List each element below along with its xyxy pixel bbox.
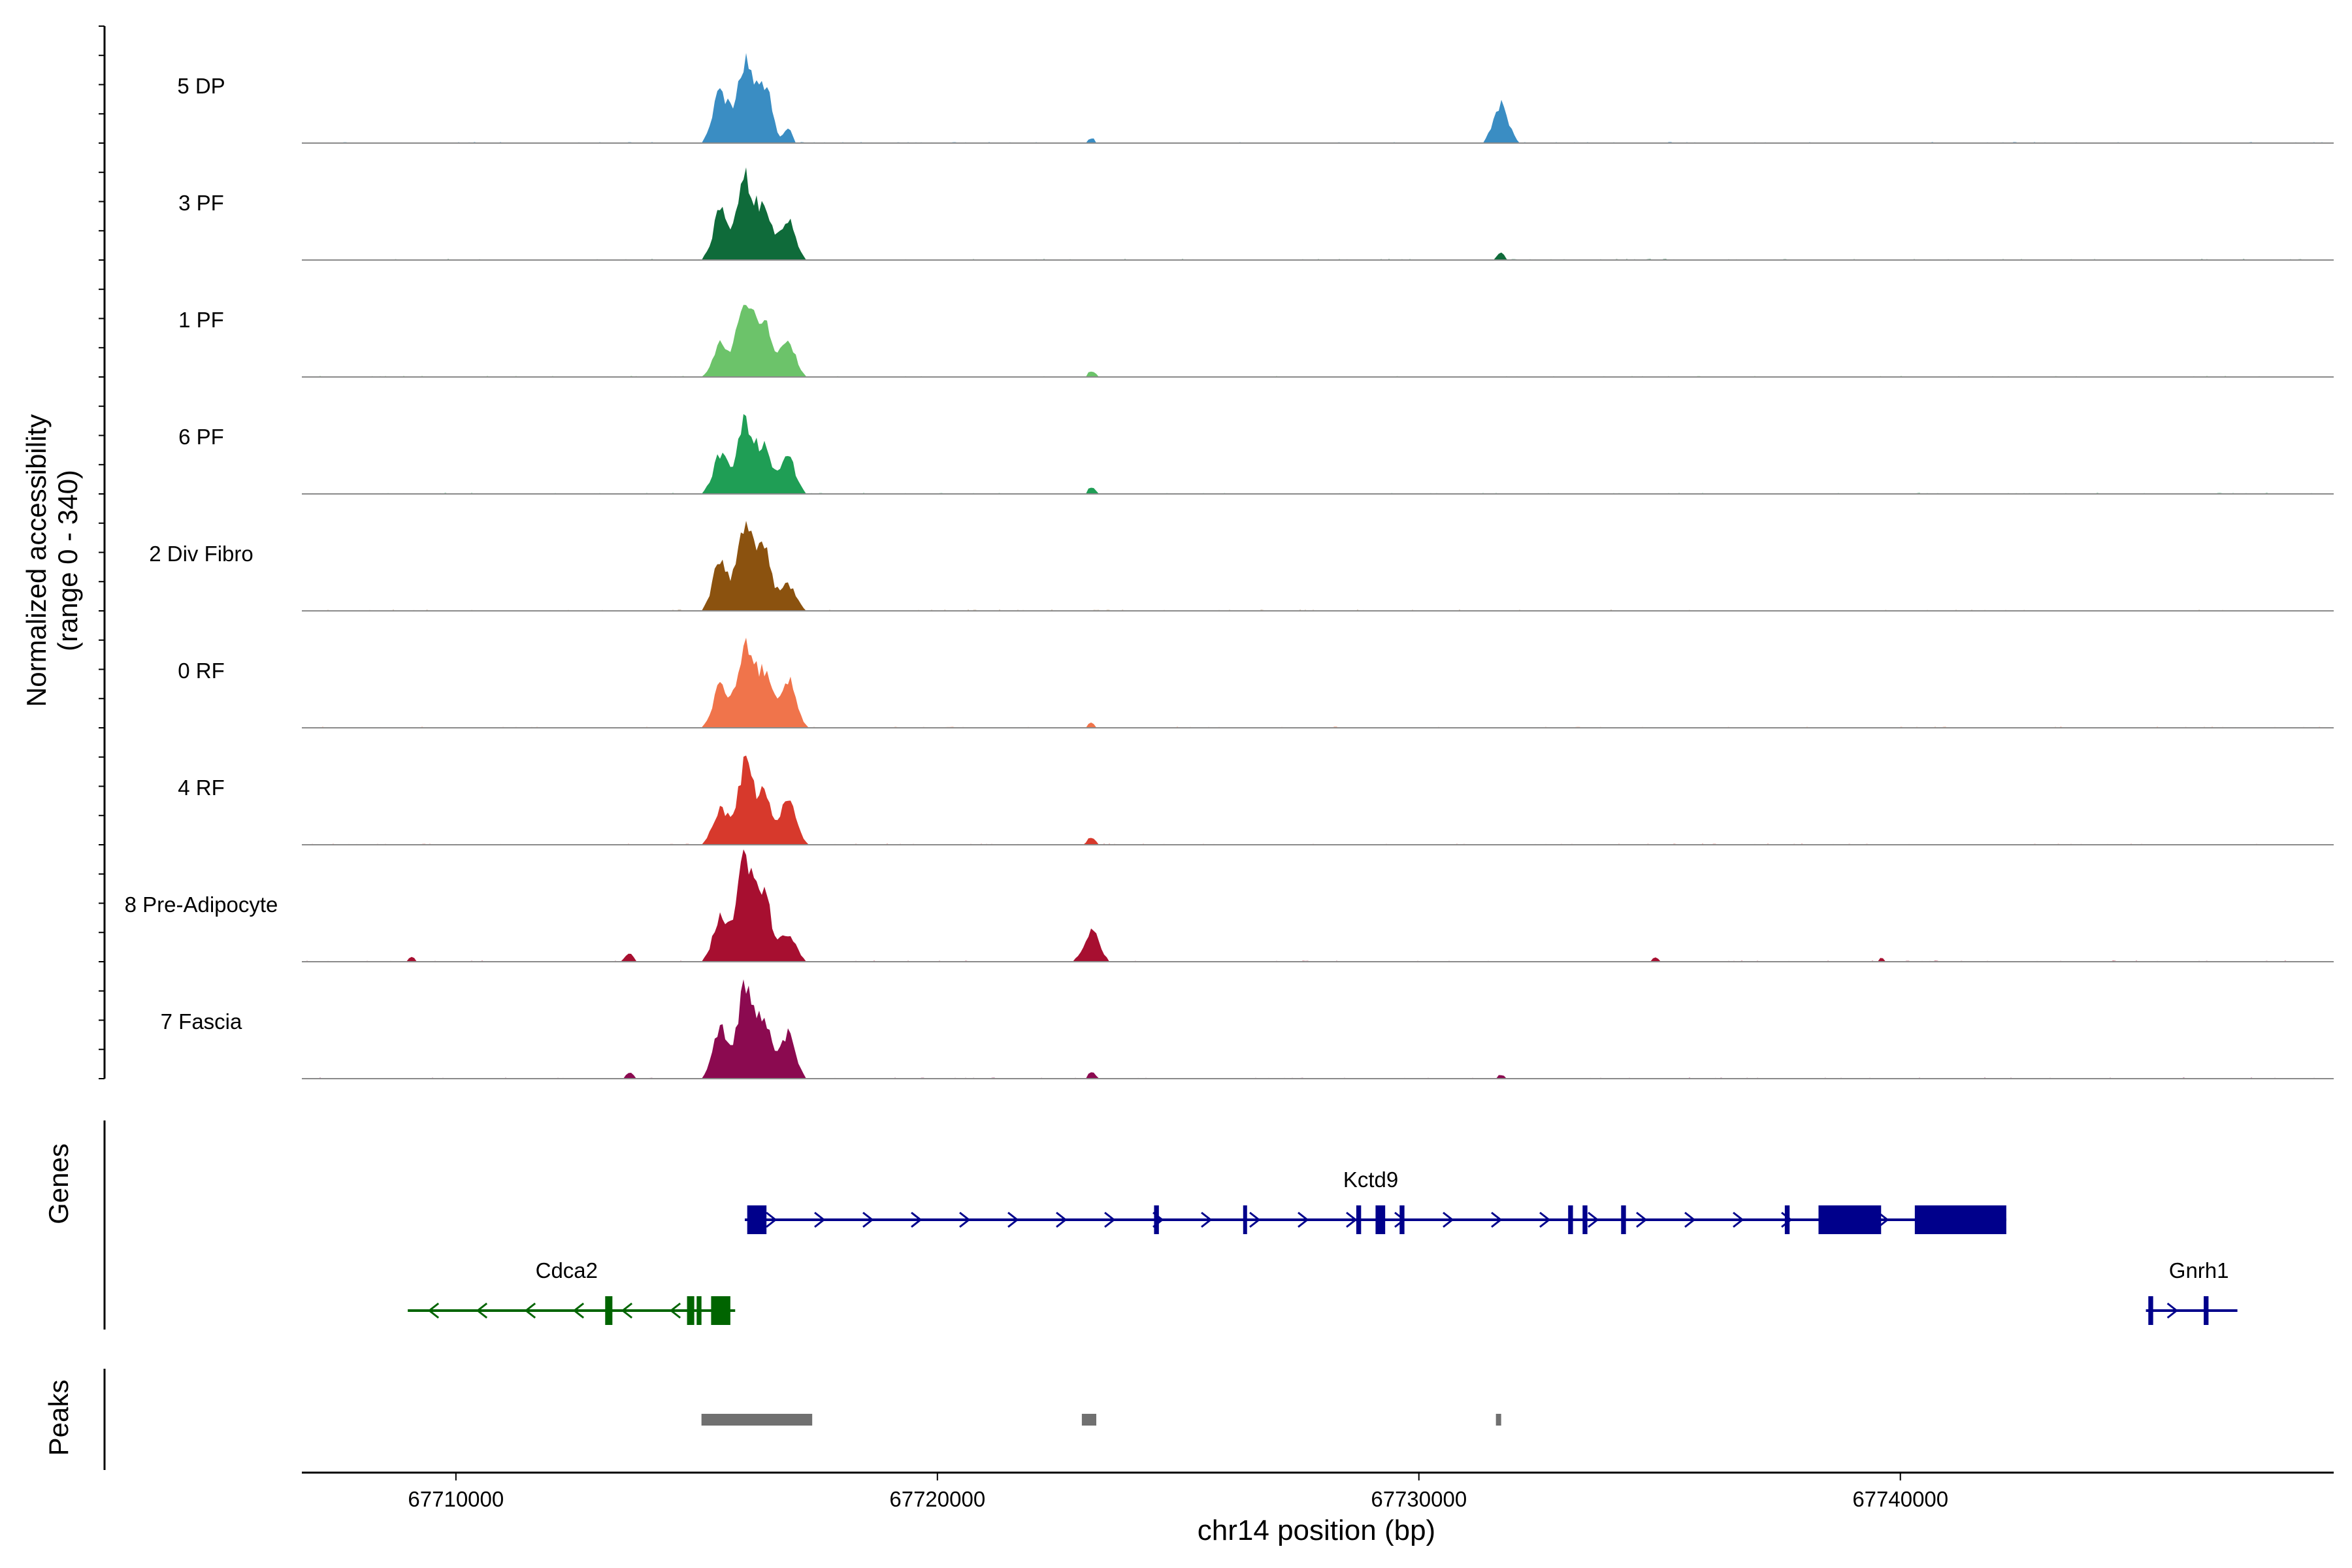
gene-strand-arrow [1056, 1211, 1068, 1228]
gene-strand-arrow [959, 1211, 971, 1228]
gene-exon [1399, 1205, 1405, 1234]
coverage-area-2 [302, 304, 2334, 377]
gene-exon [1582, 1205, 1588, 1234]
gene-exon [1818, 1205, 1882, 1234]
gene-strand-arrow [572, 1302, 585, 1319]
gene-exon [687, 1296, 694, 1325]
gene-exon [605, 1296, 613, 1325]
gene-strand-arrow [1298, 1211, 1309, 1228]
gene-strand-arrow [1249, 1211, 1261, 1228]
peaks-panel [103, 1369, 1501, 1470]
y-axis-label-line1: Normalized accessibility [21, 414, 52, 707]
gene-strand-arrow [1104, 1211, 1116, 1228]
x-tick-label-1: 67720000 [889, 1487, 985, 1511]
peak-region-0 [701, 1414, 813, 1426]
gene-strand-arrow [1878, 1211, 1889, 1228]
track-label-8: 7 Fascia [161, 1009, 242, 1034]
gene-strand-arrow [1007, 1211, 1019, 1228]
x-axis: 67710000 67720000 67730000 67740000 [302, 1471, 2334, 1511]
gene-strand-arrow [1684, 1211, 1696, 1228]
gene-exon [747, 1205, 767, 1234]
gene-strand-arrow [766, 1211, 777, 1228]
coverage-area-6 [302, 755, 2334, 845]
coverage-area-3 [302, 414, 2334, 494]
coverage-tracks: 5 DP 3 PF 1 PF 6 PF 2 Div Fibro 0 RF 4 RF 8 Pre… [125, 53, 2334, 1079]
gene-exon [711, 1296, 730, 1325]
gene-label-Kctd9: Kctd9 [1343, 1168, 1398, 1192]
gene-strand-arrow [1539, 1211, 1551, 1228]
gene-strand-arrow [621, 1302, 633, 1319]
gene-exon [2204, 1296, 2209, 1325]
gene-exon [1914, 1205, 2006, 1234]
gene-strand-arrow [476, 1302, 488, 1319]
gene-exon [1356, 1205, 1362, 1234]
gene-label-Cdca2: Cdca2 [536, 1258, 598, 1282]
gene-exon [2148, 1296, 2153, 1325]
gene-strand-arrow [427, 1302, 440, 1319]
gene-exon [1784, 1205, 1790, 1234]
gene-strand-arrow [1733, 1211, 1744, 1228]
gene-strand-arrow [669, 1302, 681, 1319]
peak-region-2 [1495, 1414, 1501, 1426]
track-label-1: 3 PF [178, 191, 224, 215]
x-tick-label-2: 67730000 [1371, 1487, 1467, 1511]
gene-strand-arrow [524, 1302, 536, 1319]
gene-exon [1243, 1205, 1247, 1234]
track-label-4: 2 Div Fibro [149, 542, 253, 566]
coverage-area-7 [302, 849, 2334, 962]
genes-panel-label: Genes [43, 1143, 74, 1224]
genes-panel: Kctd9 Cdca2 Gnrh1 [103, 1120, 2238, 1330]
gene-strand-arrow [1636, 1211, 1648, 1228]
track-label-2: 1 PF [178, 308, 224, 332]
gene-strand-arrow [911, 1211, 923, 1228]
coverage-area-4 [302, 521, 2334, 611]
gene-strand-arrow [1491, 1211, 1503, 1228]
coverage-area-0 [302, 53, 2334, 143]
gene-strand-arrow [1346, 1211, 1358, 1228]
gene-strand-arrow [814, 1211, 826, 1228]
coverage-area-1 [302, 167, 2334, 260]
y-axis-label-line2: (range 0 - 340) [52, 470, 83, 651]
x-tick-label-0: 67710000 [408, 1487, 504, 1511]
track-label-7: 8 Pre-Adipocyte [125, 892, 278, 917]
gene-strand-arrow [1443, 1211, 1454, 1228]
x-axis-label: chr14 position (bp) [1198, 1514, 1435, 1546]
peak-region-1 [1081, 1414, 1096, 1426]
track-label-3: 6 PF [178, 425, 224, 449]
gene-exon [1375, 1205, 1386, 1234]
coverage-area-5 [302, 638, 2334, 728]
track-label-5: 0 RF [178, 659, 225, 683]
gene-label-Gnrh1: Gnrh1 [2169, 1258, 2229, 1282]
gene-strand-arrow [2166, 1302, 2179, 1319]
y-axis [99, 25, 106, 1079]
gene-strand-arrow [862, 1211, 874, 1228]
track-label-6: 4 RF [178, 776, 225, 800]
x-tick-label-3: 67740000 [1852, 1487, 1948, 1511]
track-label-0: 5 DP [177, 74, 225, 98]
peaks-panel-label: Peaks [43, 1380, 74, 1456]
gene-exon [1568, 1205, 1573, 1234]
coverage-area-8 [302, 979, 2334, 1079]
gene-strand-arrow [1781, 1211, 1793, 1228]
gene-exon [1154, 1205, 1159, 1234]
gene-strand-arrow [1588, 1211, 1599, 1228]
gene-exon [1621, 1205, 1626, 1234]
gene-strand-arrow [1201, 1211, 1213, 1228]
gene-exon [696, 1296, 702, 1325]
